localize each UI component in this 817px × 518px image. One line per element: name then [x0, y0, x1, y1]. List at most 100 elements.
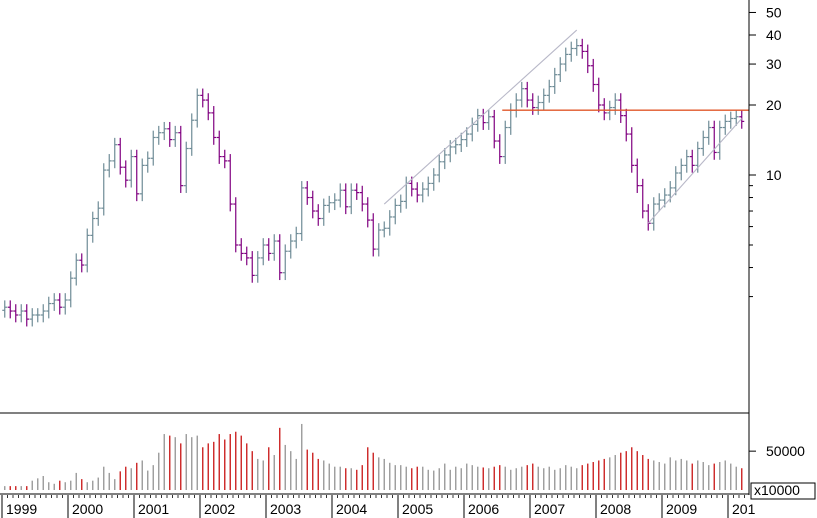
price-bar: [304, 181, 310, 205]
price-bar: [612, 93, 618, 115]
price-bar: [266, 238, 272, 261]
price-bar: [376, 223, 382, 257]
price-bar: [541, 88, 547, 110]
price-bar: [717, 120, 723, 160]
price-bar: [156, 125, 162, 145]
price-bar: [618, 93, 624, 123]
price-bar: [227, 154, 233, 212]
price-bar: [629, 127, 635, 173]
price-bar: [255, 251, 261, 283]
price-bar: [150, 130, 156, 166]
price-bar: [733, 109, 739, 126]
year-label: 2005: [402, 501, 433, 517]
price-bar: [7, 300, 13, 319]
price-bar: [238, 238, 244, 261]
y-tick-label: 40: [766, 27, 782, 43]
year-label: 2008: [600, 501, 631, 517]
price-bar: [711, 120, 717, 160]
price-bar: [112, 137, 118, 169]
price-bar: [233, 197, 239, 253]
price-bar: [200, 88, 206, 108]
year-label: 2009: [666, 501, 697, 517]
price-bar: [128, 149, 134, 188]
price-bar: [288, 234, 294, 259]
price-bar: [651, 197, 657, 231]
price-bar: [656, 193, 662, 212]
price-bar: [24, 304, 30, 327]
price-bar: [90, 211, 96, 243]
price-bar: [398, 194, 404, 213]
year-label: 1999: [6, 501, 37, 517]
price-bar: [35, 308, 41, 323]
price-bar: [458, 132, 464, 153]
price-bar: [117, 137, 123, 175]
price-bar: [574, 38, 580, 56]
price-bar: [568, 41, 574, 62]
price-bar: [249, 251, 255, 283]
annotations: [383, 29, 749, 224]
price-bar: [123, 160, 129, 188]
volume-bars: [4, 423, 743, 490]
price-bar: [95, 201, 101, 226]
price-bar: [689, 149, 695, 173]
price-bar: [282, 244, 288, 281]
price-bar: [420, 182, 426, 203]
price-bar: [189, 113, 195, 156]
year-label: 2003: [270, 501, 301, 517]
price-bar: [524, 81, 530, 108]
price-bar: [530, 93, 536, 115]
price-bar: [370, 213, 376, 257]
price-bar: [134, 149, 140, 202]
price-bar: [623, 108, 629, 142]
price-bar: [387, 210, 393, 236]
price-bar: [486, 109, 492, 130]
price-bar: [392, 198, 398, 225]
price-bar: [722, 114, 728, 135]
price-bar: [172, 125, 178, 147]
price-bar: [365, 197, 371, 228]
volume-tick-label: 50000: [766, 443, 805, 459]
price-bar: [634, 158, 640, 193]
price-bar: [414, 182, 420, 203]
price-bar: [596, 77, 602, 113]
price-bar: [601, 98, 607, 121]
price-bar: [106, 154, 112, 178]
price-bar: [552, 67, 558, 94]
price-bar: [431, 168, 437, 191]
price-bar: [62, 293, 68, 315]
year-label: 2000: [72, 501, 103, 517]
price-bar: [579, 38, 585, 59]
price-bar: [359, 185, 365, 212]
price-bar: [101, 163, 107, 216]
price-bar: [167, 121, 173, 147]
price-bar: [640, 178, 646, 219]
trend-line: [383, 29, 578, 205]
price-bar: [178, 125, 184, 193]
price-bar: [2, 300, 8, 318]
price-bar: [194, 88, 200, 128]
price-bar: [557, 57, 563, 83]
price-bar: [425, 176, 431, 197]
price-bar: [348, 183, 354, 215]
price-bar: [68, 271, 74, 308]
price-bar: [381, 221, 387, 238]
price-bar: [29, 308, 35, 327]
price-bar: [535, 95, 541, 115]
price-bar: [145, 151, 151, 173]
volume-unit-box: [750, 482, 816, 500]
price-bar: [84, 228, 90, 273]
price-bar: [343, 183, 349, 215]
price-bar: [442, 148, 448, 170]
price-bar: [563, 47, 569, 72]
price-bar: [271, 234, 277, 261]
price-bar: [453, 137, 459, 155]
price-bar: [673, 166, 679, 196]
price-bar: [497, 134, 503, 164]
price-bar: [205, 93, 211, 121]
price-bar: [299, 181, 305, 241]
year-label: 2002: [204, 501, 235, 517]
price-bar: [18, 304, 24, 323]
price-bar: [728, 111, 734, 129]
y-tick-label: 50: [766, 4, 782, 20]
